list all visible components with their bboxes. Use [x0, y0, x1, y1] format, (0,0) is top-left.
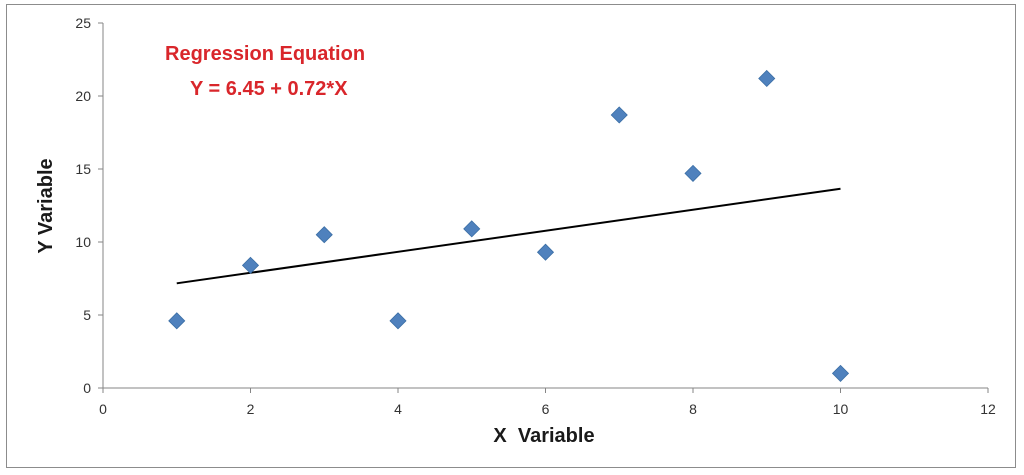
x-tick-labels: 0 2 4 6 8 10 12: [99, 401, 996, 417]
y-tick-label: 25: [75, 15, 91, 31]
y-tick-label: 20: [75, 88, 91, 104]
x-tick-label: 8: [689, 401, 697, 417]
y-tick-label: 15: [75, 161, 91, 177]
data-point: [241, 256, 260, 274]
x-tick-label: 12: [980, 401, 996, 417]
data-point: [315, 226, 333, 244]
axes: [98, 22, 989, 393]
data-points: [168, 69, 850, 382]
data-point: [758, 69, 776, 88]
regression-line: [176, 187, 841, 285]
data-point: [389, 312, 407, 330]
x-tick-label: 4: [394, 401, 402, 417]
y-tick-label: 0: [83, 380, 91, 396]
data-point: [168, 312, 186, 330]
y-tick-label: 5: [83, 307, 91, 323]
x-tick-label: 10: [833, 401, 849, 417]
data-point: [831, 364, 850, 382]
y-tick-labels: 0 5 10 15 20 25: [75, 15, 91, 396]
data-point: [463, 220, 481, 238]
x-tick-label: 0: [99, 401, 107, 417]
x-tick-label: 2: [247, 401, 255, 417]
data-point: [684, 164, 702, 182]
annotation-equation: Y = 6.45 + 0.72*X: [190, 78, 348, 100]
x-axis-title: X Variable: [493, 425, 594, 447]
data-point: [610, 106, 628, 124]
x-tick-label: 6: [542, 401, 550, 417]
y-tick-label: 10: [75, 234, 91, 250]
annotation-title: Regression Equation: [165, 43, 365, 65]
regression-line-group: [176, 187, 841, 285]
y-axis-title: Y Variable: [35, 158, 57, 253]
data-point: [536, 243, 555, 261]
